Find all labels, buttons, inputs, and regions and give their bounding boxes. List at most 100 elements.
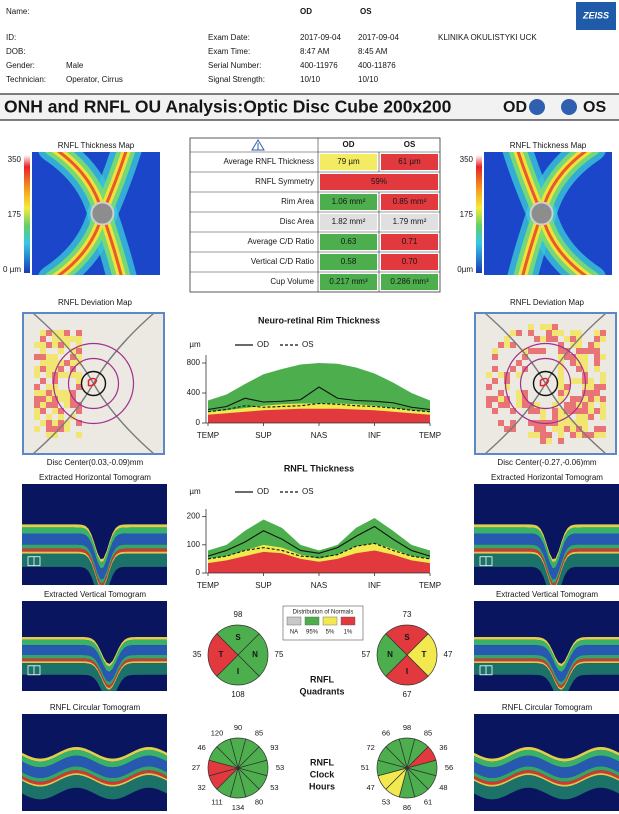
legend-label: OD [257, 487, 269, 496]
clock-value: 120 [211, 728, 224, 737]
vessel [33, 312, 95, 384]
row-label: Cup Volume [270, 277, 314, 286]
image-title: RNFL Circular Tomogram [502, 703, 593, 712]
deviation-cell [486, 396, 492, 402]
deviation-cell [528, 408, 534, 414]
color-scale [476, 155, 482, 273]
deviation-cell [582, 414, 588, 420]
deviation-cell [594, 390, 600, 396]
deviation-cell [564, 420, 570, 426]
quadrant-value: 67 [403, 690, 412, 699]
field-value: Operator, Cirrus [66, 75, 123, 84]
deviation-cell [558, 396, 564, 402]
deviation-cell [504, 396, 510, 402]
deviation-cell [582, 366, 588, 372]
deviation-cell [46, 420, 52, 426]
vessel [485, 312, 547, 384]
deviation-cell [576, 414, 582, 420]
deviation-cell [552, 414, 558, 420]
deviation-cell [34, 426, 40, 432]
deviation-cell [552, 402, 558, 408]
deviation-cell [52, 396, 58, 402]
deviation-cell [564, 390, 570, 396]
deviation-cell [582, 426, 588, 432]
deviation-cell [492, 348, 498, 354]
image-border [474, 312, 617, 455]
title-bar [0, 94, 619, 120]
deviation-cell [46, 330, 52, 336]
deviation-cell [558, 420, 564, 426]
image-title: RNFL Deviation Map [58, 298, 133, 307]
y-tick-label: 0 [196, 568, 201, 577]
field-value: 8:47 AM [300, 47, 330, 56]
deviation-cell [58, 414, 64, 420]
quadrant-letter: I [406, 667, 408, 676]
deviation-cell [64, 372, 70, 378]
clock-value: 51 [361, 763, 369, 772]
deviation-cell [34, 366, 40, 372]
deviation-cell [570, 420, 576, 426]
value-cell [381, 254, 438, 270]
deviation-cell [46, 342, 52, 348]
deviation-cell [52, 342, 58, 348]
deviation-cell [552, 324, 558, 330]
deviation-cell [588, 408, 594, 414]
deviation-cell [40, 342, 46, 348]
section-title: Hours [309, 781, 335, 791]
deviation-cell [70, 348, 76, 354]
deviation-cell [516, 330, 522, 336]
deviation-cell [40, 378, 46, 384]
field-value: 8:45 AM [358, 47, 388, 56]
clock-value: 53 [382, 798, 390, 807]
deviation-cell [594, 432, 600, 438]
deviation-cell [64, 342, 70, 348]
image [22, 484, 167, 585]
section-title: RNFL [310, 674, 334, 684]
quadrant-circle: S 73 T 47 I 67 N 57 [362, 610, 453, 699]
deviation-cell [34, 372, 40, 378]
deviation-cell [582, 402, 588, 408]
value-cell [320, 214, 377, 230]
y-axis-label: µm [189, 487, 201, 496]
deviation-cell [34, 402, 40, 408]
quadrant-letter: N [387, 650, 393, 659]
scale-label: 350 [460, 155, 474, 164]
deviation-cell [504, 372, 510, 378]
deviation-cell [540, 426, 546, 432]
deviation-cell [594, 384, 600, 390]
row-value: 1.79 mm² [393, 217, 427, 226]
image-title: Extracted Vertical Tomogram [44, 590, 146, 599]
deviation-cell [534, 426, 540, 432]
row-value: 0.286 mm³ [390, 277, 429, 286]
deviation-cell [46, 360, 52, 366]
y-tick-label: 0 [196, 418, 201, 427]
value-cell [320, 154, 377, 170]
deviation-cell [564, 408, 570, 414]
deviation-cell [540, 432, 546, 438]
retina-layer [22, 655, 167, 686]
deviation-cell [46, 354, 52, 360]
logo: ZEISS [582, 10, 609, 20]
deviation-cell [558, 330, 564, 336]
image [484, 152, 612, 275]
deviation-cell [58, 420, 64, 426]
image-title: RNFL Circular Tomogram [50, 703, 141, 712]
deviation-cell [528, 420, 534, 426]
sector [385, 654, 429, 686]
clock-value: 53 [276, 763, 284, 772]
retina-layer [474, 658, 619, 689]
row-value: 59% [371, 177, 387, 186]
deviation-cell [52, 378, 58, 384]
field-value: 400-11976 [300, 61, 338, 70]
deviation-cell [34, 354, 40, 360]
deviation-cell [76, 378, 82, 384]
deviation-cell [58, 348, 64, 354]
deviation-cell [582, 408, 588, 414]
deviation-cell [588, 414, 594, 420]
deviation-cell [564, 402, 570, 408]
deviation-cell [76, 432, 82, 438]
image-title: Extracted Horizontal Tomogram [39, 473, 151, 482]
deviation-cell [52, 402, 58, 408]
deviation-cell [76, 420, 82, 426]
